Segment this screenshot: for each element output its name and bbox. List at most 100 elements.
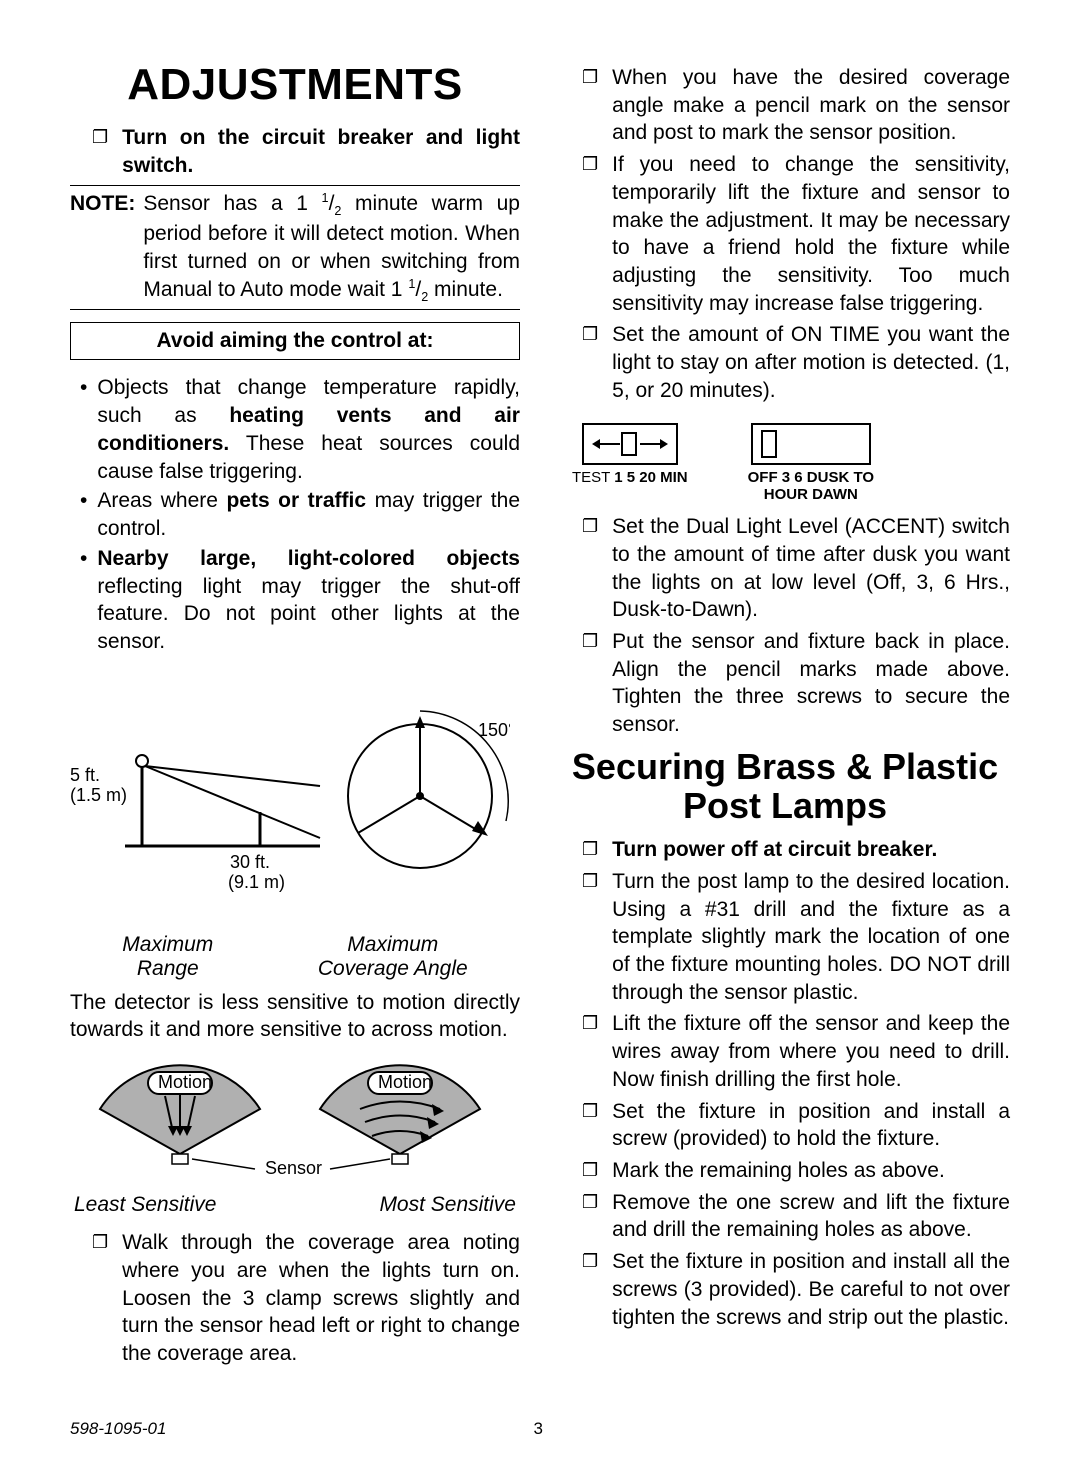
range-coverage-diagram: 5 ft. (1.5 m) 30 ft. (9.1 m) [70,666,520,981]
step-mark: ❐ When you have the desired coverage ang… [560,64,1010,147]
frac-top2: 1 [408,277,415,291]
subheading-securing: Securing Brass & Plastic Post Lamps [560,747,1010,826]
motion-label-2: Motion [378,1072,432,1092]
note-body: Sensor has a 1 1/2 minute warm up period… [143,190,520,305]
checkbox-icon: ❐ [582,64,598,147]
step-ontime: ❐ Set the amount of ON TIME you want the… [560,321,1010,404]
switch-ontime: TEST 1 5 20 MIN [572,423,688,486]
slider-icon [590,429,670,459]
page-title: ADJUSTMENTS [70,60,520,110]
step-dual: ❐ Set the Dual Light Level (ACCENT) swit… [560,513,1010,624]
note-box: NOTE: Sensor has a 1 1/2 minute warm up … [70,185,520,310]
sensitivity-diagram: Motion Motion Sensor Least Se [70,1054,520,1217]
switch-accent-box [751,423,871,465]
sec-step-4: ❐ Set the fixture in position and instal… [560,1098,1010,1153]
range-30ft: 30 ft. [230,852,270,872]
step-mark-text: When you have the desired coverage angle… [612,64,1010,147]
sec-s1-text: Turn power off at circuit breaker. [612,836,1010,864]
lbl-l2: Range [137,957,199,980]
motion-label-1: Motion [158,1072,212,1092]
bullet-dot-icon: • [80,545,87,656]
switch-row: TEST 1 5 20 MIN OFF 3 6 DUSK TO HOUR DAW… [572,423,1010,504]
checkbox-icon: ❐ [582,1189,598,1244]
sw2-l1: OFF 3 6 DUSK TO [748,469,874,486]
diagram-labels: Maximum Range Maximum Coverage Angle [70,933,520,981]
bullet-2-text: Areas where pets or traffic may trigger … [97,487,520,542]
sec-s6-text: Remove the one screw and lift the fixtur… [612,1189,1010,1244]
bullet-3: • Nearby large, light-colored objects re… [70,545,520,656]
sec-s4-text: Set the fixture in position and install … [612,1098,1010,1153]
step-walk: ❐ Walk through the coverage area noting … [70,1229,520,1368]
range-1-5m: (1.5 m) [70,785,127,805]
step-sens-text: If you need to change the sensitivity, t… [612,151,1010,317]
b2a: Areas where [97,489,226,512]
lbl-r2: Coverage Angle [318,957,468,980]
sec-s5-text: Mark the remaining holes as above. [612,1157,1010,1185]
checkbox-icon: ❐ [582,628,598,739]
bullet-dot-icon: • [80,487,87,542]
sec-s3-text: Lift the fixture off the sensor and keep… [612,1010,1010,1093]
left-column: ADJUSTMENTS ❐ Turn on the circuit breake… [70,60,520,1409]
step-walk-text: Walk through the coverage area noting wh… [122,1229,520,1368]
least-sensitive: Least Sensitive [74,1193,216,1217]
b3b: reflecting light may trigger the shut-of… [97,575,520,653]
note-part3: minute. [428,278,503,301]
footer: 598-1095-01 3 [70,1419,1010,1439]
sensitivity-svg: Motion Motion Sensor [70,1054,510,1184]
bullet-dot-icon: • [80,374,87,485]
checkbox-icon: ❐ [582,321,598,404]
note: NOTE: Sensor has a 1 1/2 minute warm up … [70,190,520,305]
columns: ADJUSTMENTS ❐ Turn on the circuit breake… [70,60,1010,1409]
page: ADJUSTMENTS ❐ Turn on the circuit breake… [0,0,1080,1479]
step-put: ❐ Put the sensor and fixture back in pla… [560,628,1010,739]
sec-step-5: ❐ Mark the remaining holes as above. [560,1157,1010,1185]
step-text: Turn on the circuit breaker and light sw… [122,124,520,179]
angle-150: 150° [478,720,510,740]
checkbox-icon: ❐ [92,124,108,179]
step-sensitivity: ❐ If you need to change the sensitivity,… [560,151,1010,317]
sensitivity-labels: Least Sensitive Most Sensitive [70,1193,520,1217]
label-max-range: Maximum Range [122,933,213,981]
b2b: pets or traffic [226,489,366,512]
label-max-angle: Maximum Coverage Angle [318,933,468,981]
lbl-l1: Maximum [122,933,213,956]
checkbox-icon: ❐ [582,868,598,1007]
sw1-a: TEST [572,469,614,486]
range-5ft: 5 ft. [70,765,100,785]
most-sensitive: Most Sensitive [379,1193,516,1217]
checkbox-icon: ❐ [582,1157,598,1185]
checkbox-icon: ❐ [582,836,598,864]
step-dual-text: Set the Dual Light Level (ACCENT) switch… [612,513,1010,624]
bullet-2: • Areas where pets or traffic may trigge… [70,487,520,542]
switch-ontime-label: TEST 1 5 20 MIN [572,469,688,486]
avoid-box: Avoid aiming the control at: [70,322,520,360]
sec-step-1: ❐ Turn power off at circuit breaker. [560,836,1010,864]
sec-s7-text: Set the fixture in position and install … [612,1248,1010,1331]
sensor-label: Sensor [265,1158,322,1178]
bullet-3-text: Nearby large, light-colored objects refl… [97,545,520,656]
right-column: ❐ When you have the desired coverage ang… [560,60,1010,1409]
step-turn-on: ❐ Turn on the circuit breaker and light … [70,124,520,179]
note-part1: Sensor has a 1 [143,192,321,215]
sec-step-6: ❐ Remove the one screw and lift the fixt… [560,1189,1010,1244]
sec-step-2: ❐ Turn the post lamp to the desired loca… [560,868,1010,1007]
lbl-r1: Maximum [347,933,438,956]
checkbox-icon: ❐ [582,1098,598,1153]
switch-accent: OFF 3 6 DUSK TO HOUR DAWN [748,423,874,504]
checkbox-icon: ❐ [92,1229,108,1368]
sec-step-3: ❐ Lift the fixture off the sensor and ke… [560,1010,1010,1093]
frac-top: 1 [322,191,329,205]
slider-icon-2 [756,429,866,459]
range-9-1m: (9.1 m) [228,872,285,892]
bullet-1-text: Objects that change temperature rapidly,… [97,374,520,485]
checkbox-icon: ❐ [582,1010,598,1093]
page-number: 3 [533,1419,542,1439]
sec-s2-text: Turn the post lamp to the desired locati… [612,868,1010,1007]
checkbox-icon: ❐ [582,513,598,624]
range-coverage-svg: 5 ft. (1.5 m) 30 ft. (9.1 m) [70,666,510,926]
sensitivity-para: The detector is less sensitive to motion… [70,989,520,1044]
b3a: Nearby large, light-colored objects [97,547,520,570]
doc-number: 598-1095-01 [70,1419,166,1439]
switch-accent-label: OFF 3 6 DUSK TO HOUR DAWN [748,469,874,504]
switch-ontime-box [582,423,678,465]
